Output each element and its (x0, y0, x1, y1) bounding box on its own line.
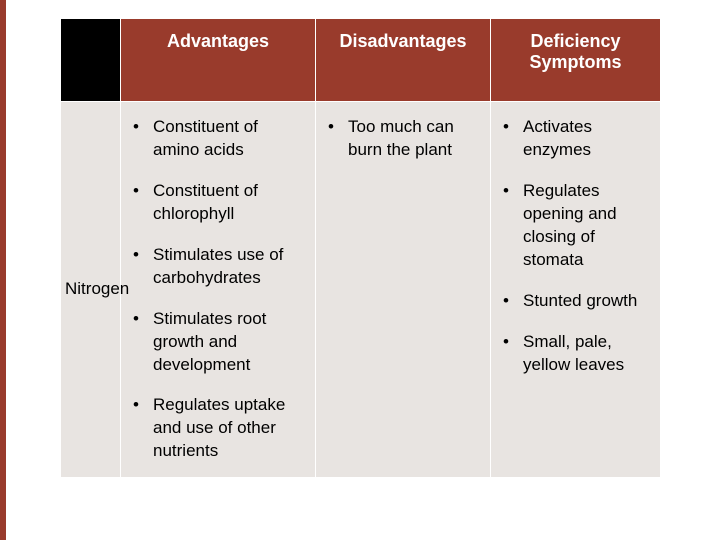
nutrient-table: Advantages Disadvantages Deficiency Symp… (60, 18, 661, 478)
cell-disadvantages: Too much can burn the plant (316, 102, 491, 478)
deficiency-list: Activates enzymes Regulates opening and … (501, 116, 650, 376)
list-item: Constituent of amino acids (131, 116, 305, 162)
header-deficiency: Deficiency Symptoms (491, 19, 661, 102)
accent-bar (0, 0, 6, 540)
list-item: Stimulates use of carbohydrates (131, 244, 305, 290)
table-row: Nitrogen Constituent of amino acids Cons… (61, 102, 661, 478)
list-item: Constituent of chlorophyll (131, 180, 305, 226)
list-item: Activates enzymes (501, 116, 650, 162)
list-item: Too much can burn the plant (326, 116, 480, 162)
header-blank (61, 19, 121, 102)
cell-deficiency: Activates enzymes Regulates opening and … (491, 102, 661, 478)
list-item: Stunted growth (501, 290, 650, 313)
list-item: Stimulates root growth and development (131, 308, 305, 377)
advantages-list: Constituent of amino acids Constituent o… (131, 116, 305, 463)
cell-advantages: Constituent of amino acids Constituent o… (121, 102, 316, 478)
header-disadvantages: Disadvantages (316, 19, 491, 102)
list-item: Regulates opening and closing of stomata (501, 180, 650, 272)
list-item: Regulates uptake and use of other nutrie… (131, 394, 305, 463)
header-advantages: Advantages (121, 19, 316, 102)
disadvantages-list: Too much can burn the plant (326, 116, 480, 162)
list-item: Small, pale, yellow leaves (501, 331, 650, 377)
table-header-row: Advantages Disadvantages Deficiency Symp… (61, 19, 661, 102)
row-label: Nitrogen (61, 102, 121, 478)
